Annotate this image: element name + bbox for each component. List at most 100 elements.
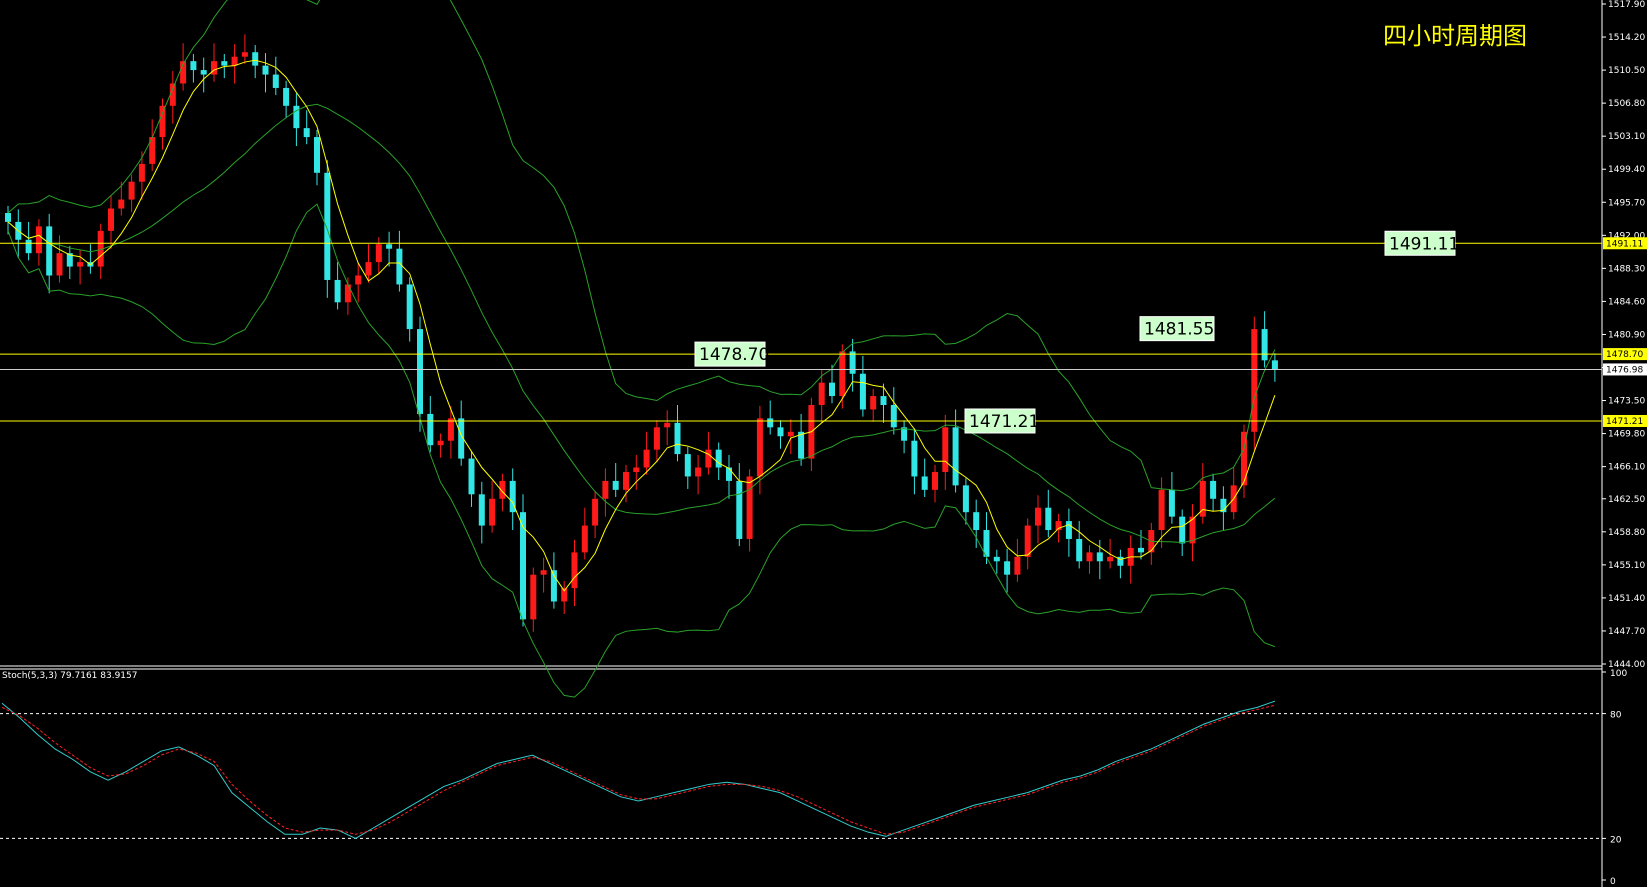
- candle-body: [1086, 552, 1093, 562]
- candle-body: [66, 253, 73, 267]
- candle-body: [530, 574, 537, 620]
- price-tick-label: 1469.80: [1608, 430, 1645, 440]
- candle-body: [1035, 507, 1041, 526]
- candle-body: [921, 476, 928, 490]
- candle-body: [272, 74, 279, 88]
- price-level-label: 1478.70: [699, 345, 769, 365]
- candle-body: [911, 440, 918, 477]
- candle-body: [550, 570, 557, 602]
- candle-body: [1014, 556, 1021, 575]
- price-tick-label: 1444.00: [1608, 660, 1645, 670]
- candle-body: [252, 52, 259, 66]
- candle-body: [1045, 507, 1052, 531]
- candle-body: [1241, 431, 1247, 486]
- candle-body: [993, 556, 1000, 562]
- candle-body: [489, 498, 496, 526]
- price-tick-label: 1473.50: [1608, 397, 1645, 407]
- candle-body: [983, 530, 990, 557]
- candle-body: [818, 382, 825, 406]
- candle-body: [870, 396, 877, 410]
- candle-body: [1065, 521, 1072, 539]
- stoch-main-line: [1, 700, 1276, 839]
- price-tick-label: 1492.00: [1608, 231, 1645, 241]
- candle-body: [1189, 516, 1196, 544]
- candle-body: [859, 373, 866, 410]
- price-tick-label: 1506.80: [1608, 99, 1645, 109]
- candle-body: [612, 480, 619, 490]
- candle-body: [5, 212, 11, 222]
- candle-body: [726, 467, 732, 481]
- candle-body: [1220, 498, 1227, 513]
- candle-body: [829, 382, 835, 397]
- price-level-axis-tag: [1603, 237, 1647, 250]
- price-tick-label: 1466.10: [1608, 463, 1645, 473]
- candle-body: [1261, 329, 1268, 361]
- candle-body: [128, 181, 135, 200]
- stoch-tick-label: 80: [1610, 711, 1622, 721]
- candle-body: [221, 61, 228, 66]
- price-level-axis-label: 1476.98: [1606, 365, 1643, 375]
- price-annotation-label: 1481.55: [1144, 320, 1214, 340]
- candle-body: [1179, 516, 1186, 544]
- price-level-label: 1491.11: [1389, 234, 1459, 254]
- price-level-label-box: [964, 408, 1036, 434]
- price-level-label: 1471.21: [969, 412, 1039, 432]
- price-annotation-box: [1139, 316, 1215, 342]
- candle-body: [602, 480, 609, 499]
- candle-body: [643, 449, 650, 468]
- candle-body: [1055, 521, 1062, 531]
- price-tick-label: 1517.90: [1608, 0, 1645, 10]
- candle-body: [499, 480, 506, 499]
- candle-body: [932, 471, 938, 490]
- candle-body: [180, 61, 187, 84]
- candle-body: [756, 418, 763, 477]
- price-level-axis-tag: [1603, 363, 1647, 376]
- candle-body: [520, 512, 526, 620]
- price-tick-label: 1455.10: [1608, 561, 1645, 571]
- candle-body: [973, 512, 980, 531]
- candle-body: [478, 494, 485, 526]
- price-tick-label: 1488.30: [1608, 264, 1645, 274]
- price-tick-label: 1510.50: [1608, 66, 1645, 76]
- candle-body: [324, 172, 331, 280]
- price-tick-label: 1458.80: [1608, 528, 1645, 538]
- candle-body: [684, 454, 691, 477]
- candle-body: [1210, 480, 1217, 499]
- candle-body: [241, 52, 248, 57]
- candle-body: [1138, 547, 1144, 553]
- chart-title: 四小时周期图: [1383, 22, 1527, 50]
- candle-body: [952, 427, 959, 486]
- price-level-axis-tag: [1603, 348, 1647, 361]
- candle-body: [293, 105, 300, 129]
- candle-body: [149, 137, 156, 164]
- candle-body: [1251, 329, 1258, 432]
- candle-body: [375, 244, 382, 263]
- price-tick-label: 1462.50: [1608, 495, 1645, 505]
- candle-body: [540, 570, 547, 575]
- candle-body: [169, 83, 176, 106]
- stoch-tick-label: 100: [1610, 669, 1627, 679]
- candle-body: [901, 427, 908, 441]
- stoch-title: Stoch(5,3,3) 79.7161 83.9157: [2, 671, 137, 681]
- candle-body: [880, 396, 887, 406]
- candle-body: [97, 230, 104, 267]
- candle-body: [767, 418, 774, 428]
- candle-body: [509, 480, 516, 513]
- price-tick-label: 1499.40: [1608, 165, 1645, 175]
- price-tick-label: 1447.70: [1608, 627, 1645, 637]
- candle-body: [1096, 552, 1103, 562]
- candle-body: [849, 351, 856, 374]
- candle-body: [592, 498, 599, 526]
- candle-body: [736, 480, 743, 539]
- candle-body: [211, 61, 217, 75]
- candle-body: [200, 70, 207, 75]
- candle-body: [1024, 525, 1031, 557]
- candle-body: [314, 137, 320, 173]
- candle-body: [777, 427, 784, 437]
- candle-body: [468, 458, 475, 495]
- candle-body: [334, 279, 341, 303]
- price-level-label-box: [694, 341, 766, 367]
- candle-body: [787, 431, 794, 437]
